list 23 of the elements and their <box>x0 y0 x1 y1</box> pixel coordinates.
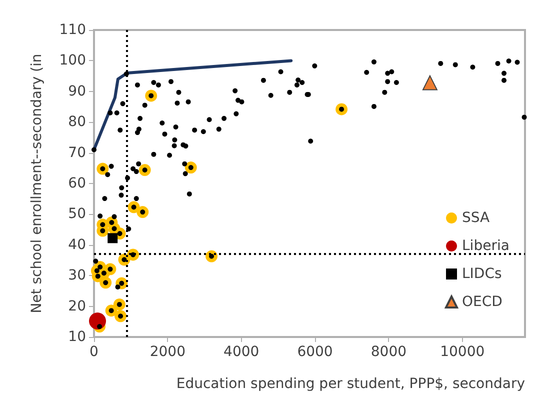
x-tick-label: 2000 <box>150 344 186 360</box>
legend-label: LIDCs <box>462 266 502 282</box>
y-tick-label: 20 <box>68 298 86 314</box>
x-tick-label: 0 <box>90 344 98 360</box>
y-tick-label: 90 <box>68 83 86 100</box>
x-tick-label: 10000 <box>440 344 485 360</box>
y-tick-label: 60 <box>68 176 86 192</box>
y-tick-label: 40 <box>68 236 86 253</box>
y-tick-label: 30 <box>68 268 86 284</box>
x-tick-label: 4000 <box>224 344 260 360</box>
x-tick-label: 8000 <box>370 344 407 360</box>
legend-label: OECD <box>462 294 502 310</box>
y-tick-label: 80 <box>68 114 86 130</box>
y-axis-title: Net school enrollment--secondary (in <box>29 54 45 314</box>
legend-label: SSA <box>462 210 490 226</box>
x-axis-title: Education spending per student, PPP$, secondary <box>176 376 525 392</box>
legend-label: Liberia <box>462 238 510 254</box>
x-tick-label: 6000 <box>297 344 333 360</box>
y-tick-label: 10 <box>68 329 86 345</box>
y-tick-label: 70 <box>68 144 86 161</box>
y-tick-label: 110 <box>59 22 86 38</box>
y-tick-label: 50 <box>68 206 86 222</box>
y-tick-label: 100 <box>59 52 86 69</box>
